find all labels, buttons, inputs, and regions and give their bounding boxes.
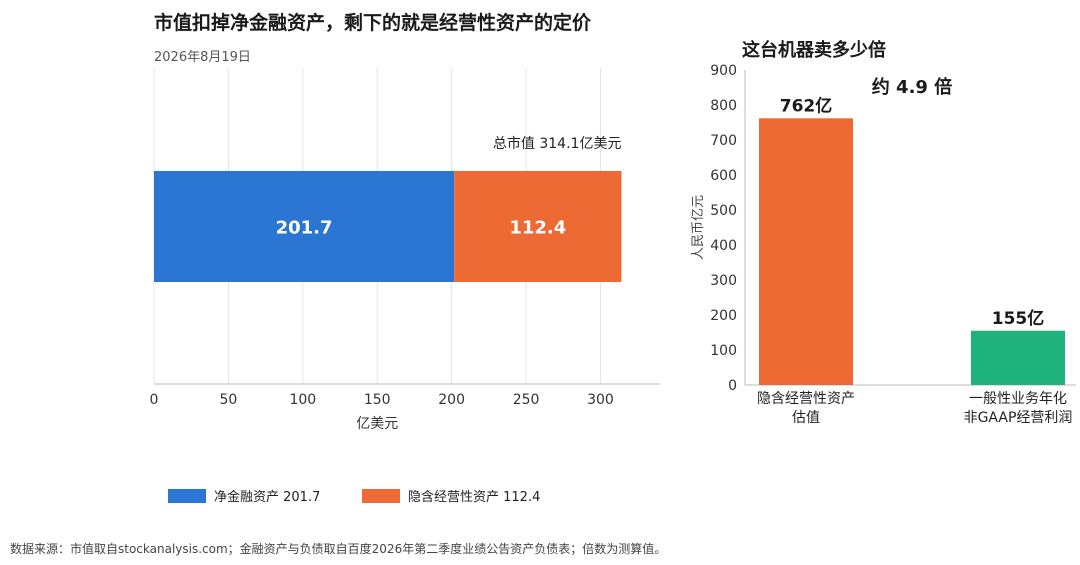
y-tick-label: 200 bbox=[710, 308, 737, 324]
legend-label: 隐含经营性资产 112.4 bbox=[408, 490, 541, 505]
legend-item-net-financial-assets: 净金融资产 201.7 bbox=[168, 486, 320, 505]
x-category-label: 非GAAP经营利润 bbox=[964, 410, 1073, 426]
bar-value-label: 762亿 bbox=[780, 95, 833, 116]
bar-segment-1 bbox=[154, 171, 455, 282]
right-chart-title: 这台机器卖多少倍 bbox=[742, 40, 886, 61]
bar-1 bbox=[759, 118, 853, 386]
y-tick-label: 700 bbox=[710, 133, 737, 149]
x-category-label: 估值 bbox=[792, 410, 820, 426]
bar-2 bbox=[971, 330, 1065, 385]
y-tick-label: 900 bbox=[710, 63, 737, 79]
x-category-label: 一般性业务年化 bbox=[969, 391, 1067, 407]
x-tick-label: 100 bbox=[289, 392, 316, 408]
x-tick-label: 0 bbox=[150, 392, 159, 408]
multiple-annotation: 约 4.9 倍 bbox=[872, 76, 952, 98]
y-tick-label: 400 bbox=[710, 238, 737, 254]
y-tick-label: 100 bbox=[710, 343, 737, 359]
y-tick-label: 500 bbox=[710, 203, 737, 219]
x-tick-label: 50 bbox=[219, 392, 237, 408]
source-note: 数据来源：市值取自stockanalysis.com；金融资产与负债取自百度20… bbox=[10, 542, 667, 556]
bar-value-label: 201.7 bbox=[276, 218, 333, 239]
x-tick-label: 150 bbox=[364, 392, 391, 408]
legend-swatch-orange bbox=[362, 488, 400, 503]
left-chart-date: 2026年8月19日 bbox=[154, 50, 251, 65]
x-tick-label: 250 bbox=[513, 392, 540, 408]
stacked-bar-chart: 0 50 100 150 200 250 300 亿美元 201.7 112.4 总市值 314.1… bbox=[150, 68, 660, 432]
legend-label: 净金融资产 201.7 bbox=[214, 490, 321, 505]
x-tick-label: 300 bbox=[587, 392, 614, 408]
y-axis-label: 人民币亿元 bbox=[691, 195, 706, 260]
bar-segment-2 bbox=[454, 171, 622, 282]
left-chart-title: 市值扣掉净金融资产，剩下的就是经营性资产的定价 bbox=[154, 12, 592, 34]
y-tick-label: 0 bbox=[728, 378, 737, 394]
x-axis-label: 亿美元 bbox=[356, 416, 398, 432]
y-tick-label: 300 bbox=[710, 273, 737, 289]
y-tick-label: 600 bbox=[710, 168, 737, 184]
x-tick-label: 200 bbox=[438, 392, 465, 408]
column-chart: 0 100 200 300 400 500 600 700 800 900 人民币亿元 762亿隐含经… bbox=[691, 63, 1076, 426]
y-tick-label: 800 bbox=[710, 98, 737, 114]
legend-item-implied-operating-assets: 隐含经营性资产 112.4 bbox=[362, 486, 540, 505]
bar-value-label: 155亿 bbox=[992, 308, 1045, 329]
x-category-label: 隐含经营性资产 bbox=[757, 391, 855, 407]
total-annotation: 总市值 314.1亿美元 bbox=[493, 135, 622, 152]
bar-value-label: 112.4 bbox=[509, 218, 566, 239]
legend-swatch-blue bbox=[168, 488, 206, 503]
